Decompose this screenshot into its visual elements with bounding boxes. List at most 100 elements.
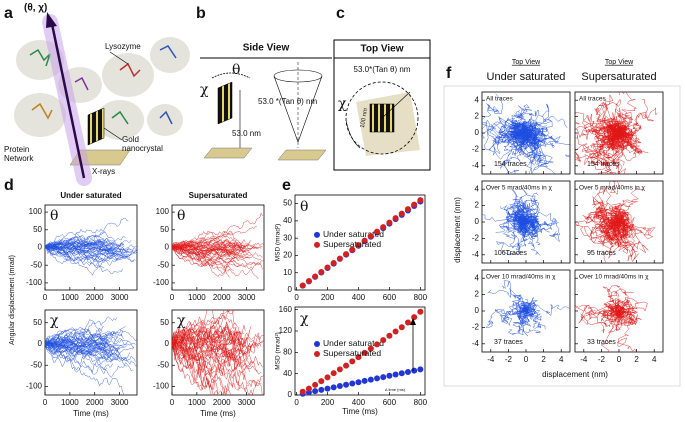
trace-illustration	[495, 216, 535, 248]
data-point	[361, 377, 368, 384]
x-tick-label: 4	[559, 355, 564, 364]
data-point	[324, 374, 331, 381]
data-point	[336, 366, 343, 373]
trace-illustration	[45, 331, 125, 346]
y-tick-label: 10	[283, 268, 292, 277]
y-tick-label: 2	[475, 290, 480, 299]
trace-illustration	[172, 212, 263, 249]
y-tick-label: 0	[38, 339, 43, 348]
trace-illustration	[172, 310, 229, 345]
y-tick-label: 40	[283, 369, 292, 378]
trace-illustration	[499, 132, 527, 174]
x-tick-label: 200	[321, 293, 335, 302]
x-tick-label: 2000	[86, 398, 104, 407]
beam-label: (θ, χ)	[24, 3, 47, 14]
network-label: Protein	[4, 145, 29, 154]
trace-illustration	[45, 326, 126, 351]
x-tick-label: 0	[294, 293, 299, 302]
trace-illustration	[523, 310, 534, 322]
y-tick-label: -50	[30, 260, 42, 269]
panel-label: a	[4, 5, 13, 22]
data-point	[411, 367, 418, 374]
lysozyme-label: Lysozyme	[105, 42, 141, 51]
y-tick-label: 2	[475, 201, 480, 210]
x-tick-label: 1000	[61, 398, 79, 407]
data-point	[404, 368, 411, 375]
trace-illustration	[482, 93, 527, 145]
y-tick-label: 30	[283, 233, 292, 242]
y-axis-label: Angular displacement (mrad)	[9, 255, 16, 345]
trace-illustration	[172, 242, 264, 255]
data-point	[324, 264, 331, 271]
legend-label: Supersaturated	[323, 348, 381, 358]
data-point	[380, 337, 387, 344]
data-point	[404, 319, 411, 326]
y-tick-label: 100	[156, 207, 170, 216]
trace-illustration	[45, 333, 119, 355]
trace-illustration	[525, 310, 546, 330]
chi-symbol: χ	[200, 82, 209, 98]
plot-content	[575, 181, 656, 263]
trace-illustration	[523, 124, 543, 143]
group-title: Under saturated	[60, 191, 121, 200]
x-tick-label: 400	[352, 293, 366, 302]
y-tick-label: 0	[165, 243, 170, 252]
data-point	[305, 385, 312, 392]
x-tick-label: 400	[352, 398, 366, 407]
trace-illustration	[172, 342, 230, 381]
legend-swatch	[314, 241, 320, 248]
x-tick-label: 3000	[238, 398, 256, 407]
cone-label: 53.0 *(Tan θ) nm	[258, 97, 317, 106]
trace-illustration	[172, 243, 242, 255]
trace-illustration	[525, 304, 570, 317]
y-tick-label: 0	[475, 306, 480, 315]
trace-illustration	[575, 111, 620, 135]
y-tick-label: -4	[472, 161, 480, 170]
caption: Over 10 mrad/40ms in χ	[579, 274, 649, 281]
trace-count: 106Traces	[494, 250, 527, 257]
trace-illustration	[172, 327, 250, 367]
y-tick-label: 50	[160, 318, 169, 327]
angle-symbol: θ	[50, 208, 58, 224]
y-tick-label: -100	[153, 382, 170, 391]
plot-content	[45, 316, 137, 395]
trace-count: 37 traces	[494, 339, 523, 346]
y-tick-label: 4	[475, 95, 480, 104]
trace-illustration	[172, 341, 264, 388]
data-point	[336, 255, 343, 262]
y-tick-label: -4	[472, 250, 480, 259]
data-point	[404, 206, 411, 213]
plot-frame	[294, 306, 426, 396]
trace-illustration	[518, 300, 540, 314]
trace-illustration	[172, 244, 249, 259]
x-axis-label: Time (ms)	[200, 409, 236, 418]
y-tick-label: -100	[26, 278, 43, 287]
trace-illustration	[508, 296, 535, 316]
data-point	[392, 215, 399, 222]
legend-swatch	[314, 340, 320, 347]
trace-illustration	[580, 308, 624, 319]
group-title: Supersaturated	[581, 71, 656, 83]
y-tick-label: -100	[153, 278, 170, 287]
x-tick-label: 0	[170, 398, 175, 407]
trace-illustration	[172, 241, 250, 260]
x-tick-label: 0	[617, 355, 622, 364]
trace-illustration	[603, 220, 626, 241]
x-tick-label: 800	[414, 398, 428, 407]
group-title: Supersaturated	[189, 191, 248, 200]
trace-illustration	[512, 219, 538, 240]
trace-illustration	[589, 94, 620, 134]
trace-illustration	[172, 314, 239, 346]
plot-content	[482, 93, 570, 174]
data-point	[299, 388, 306, 395]
view-title: Top View	[512, 59, 541, 66]
data-point	[374, 341, 381, 348]
radius-label: 53.0*(Tan θ) nm	[354, 65, 411, 74]
trace-illustration	[482, 119, 527, 156]
trace-illustration	[172, 246, 236, 254]
y-tick-label: 0	[288, 285, 293, 294]
trace-illustration	[515, 188, 559, 234]
trace-illustration	[172, 325, 247, 353]
trace-illustration	[172, 342, 242, 372]
trace-illustration	[45, 341, 137, 367]
